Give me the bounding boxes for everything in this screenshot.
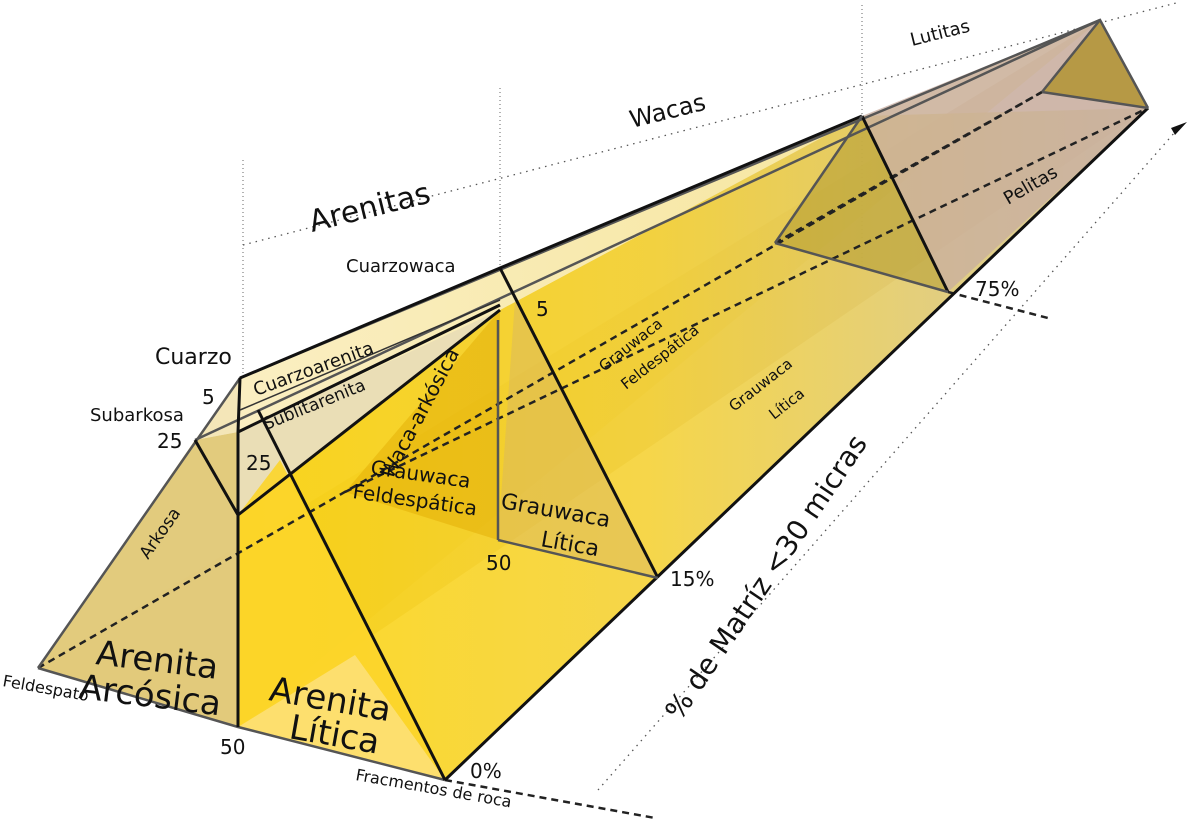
category-guide-line: [242, 1, 1181, 246]
field-boundary: [239, 299, 501, 411]
end-edge: [1041, 19, 1101, 93]
hidden-edge: [344, 106, 1149, 494]
arenita-arcosica-field: [38, 432, 238, 727]
grauwaca-section-15: [345, 310, 500, 540]
matrix-axis-line: [597, 131, 1176, 791]
field-boundary: [237, 303, 501, 434]
hidden-edge: [947, 290, 1049, 320]
grauwaca-litica-section: [498, 300, 658, 578]
field-boundary: [237, 308, 501, 517]
vertex-cuarzo: Cuarzo: [155, 345, 232, 370]
label-lutitas: Lutitas: [908, 16, 972, 51]
tick-q25-front: 25: [157, 429, 182, 453]
tick-f50-front: 50: [220, 735, 245, 759]
outer-edge: [194, 18, 1101, 442]
outer-edge: [36, 18, 1150, 669]
tick-q5-mid: 5: [536, 297, 549, 321]
hidden-edge: [774, 90, 1043, 245]
label-cuarzowaca: Cuarzowaca: [346, 256, 456, 277]
tick-matrix-75: 75%: [975, 277, 1019, 301]
subarkosa-boundary: [193, 439, 240, 516]
arenita-litica-lower: [238, 655, 445, 780]
section-75-inner: [774, 241, 949, 294]
tick-q5-front: 5: [202, 385, 215, 409]
section-75-edge: [860, 115, 950, 293]
tick-matrix-0: 0%: [470, 759, 502, 783]
label-arenitas: Arenitas: [305, 176, 434, 240]
section-15-inner: [497, 538, 659, 580]
axis-arrow-icon: [1171, 122, 1187, 135]
end-edge: [1041, 90, 1149, 110]
bottom-right-edge: [443, 106, 1150, 782]
tick-matrix-15: 15%: [670, 567, 714, 591]
far-section-75: [775, 116, 948, 292]
section-15-edge: [498, 267, 660, 579]
section-75-inner: [773, 115, 864, 244]
tick-q25-inner: 25: [246, 451, 271, 475]
label-subarkosa: Subarkosa: [90, 405, 184, 426]
tick-f50-mid: 50: [486, 551, 511, 575]
lutitas-end-triangle: [1042, 20, 1148, 108]
litica-boundary: [256, 409, 447, 781]
